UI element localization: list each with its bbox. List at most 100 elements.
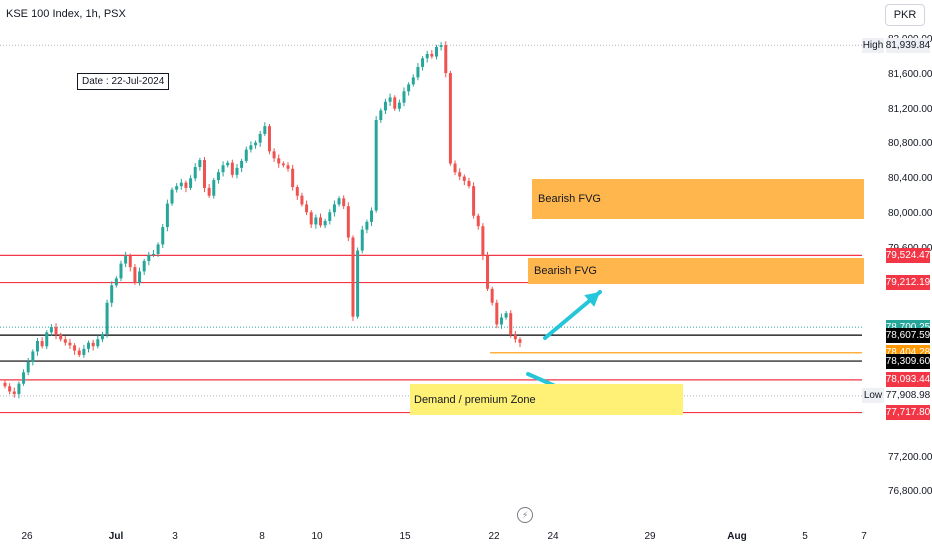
candle-body (346, 206, 350, 238)
candle-body (184, 182, 188, 188)
candle-body (467, 180, 471, 187)
price-tag: 79,524.47 (885, 247, 931, 263)
time-axis-tick: 3 (172, 531, 178, 542)
candle-body (49, 327, 53, 333)
candle-body (267, 126, 271, 152)
candle-body (22, 372, 26, 384)
candle-body (360, 229, 364, 251)
candle-body (379, 110, 383, 121)
arrow-head-icon (584, 292, 600, 307)
candle-body (342, 198, 346, 207)
candle-body (425, 53, 429, 59)
candle-body (91, 342, 95, 347)
candle-body (444, 45, 448, 74)
candle-body (356, 250, 360, 317)
candle-body (513, 334, 517, 340)
time-axis-tick: Jul (108, 531, 124, 542)
price-tag: 78,607.59 (885, 327, 931, 343)
date-annotation[interactable]: Date : 22-Jul-2024 (77, 73, 170, 90)
tradingview-logo-icon[interactable]: ⚡ (517, 507, 533, 523)
candle-body (235, 167, 239, 175)
candle-body (170, 189, 174, 204)
candle-body (87, 342, 91, 349)
candle-body (45, 332, 49, 347)
time-axis-tick: 7 (861, 531, 867, 542)
candle-body (216, 172, 220, 181)
candle-body (472, 186, 476, 216)
candle-body (82, 348, 86, 355)
candle-body (165, 203, 169, 228)
candle-body (8, 386, 12, 392)
candle-body (495, 302, 499, 325)
candle-body (486, 255, 490, 289)
candle-body (119, 263, 123, 279)
candle-body (68, 342, 72, 346)
candle-body (258, 133, 262, 143)
symbol-title[interactable]: KSE 100 Index, 1h, PSX (6, 8, 126, 20)
time-axis-tick: 15 (399, 531, 411, 542)
candle-body (365, 221, 369, 230)
candle-body (448, 73, 452, 164)
low-label: Low (862, 388, 884, 404)
candle-body (12, 391, 16, 395)
candle-body (226, 162, 230, 166)
candle-body (504, 313, 508, 318)
candle-body (207, 187, 211, 196)
time-axis-tick: 10 (311, 531, 323, 542)
price-tag: 78,309.60 (885, 353, 931, 369)
bearish-fvg-lower[interactable]: Bearish FVG (528, 258, 864, 284)
candle-body (490, 288, 494, 303)
candle-body (481, 226, 485, 256)
candle-body (393, 97, 397, 109)
candle-body (309, 212, 313, 225)
candle-body (54, 327, 58, 335)
candle-body (439, 45, 443, 47)
currency-button[interactable]: PKR (885, 4, 925, 26)
price-tag: 81,939.84 (885, 37, 931, 53)
candle-body (499, 317, 503, 325)
candle-body (263, 126, 267, 134)
candle-body (291, 168, 295, 188)
candle-body (374, 120, 378, 211)
candle-body (305, 204, 309, 213)
time-axis-tick: 26 (21, 531, 33, 542)
candle-body (421, 58, 425, 67)
candle-body (281, 163, 285, 166)
candle-body (411, 77, 415, 85)
candle-body (295, 187, 299, 196)
candle-body (383, 101, 387, 111)
candle-body (100, 334, 104, 340)
candle-body (328, 212, 332, 221)
candle-body (114, 278, 118, 286)
candle-body (175, 186, 179, 190)
candle-body (388, 97, 392, 102)
price-tag: 77,717.80 (885, 405, 931, 421)
candle-body (332, 204, 336, 213)
candle-body (59, 334, 63, 340)
candle-body (124, 255, 128, 264)
candle-body (161, 227, 165, 245)
high-label: High (862, 37, 884, 53)
candle-body (240, 160, 244, 168)
bearish-fvg-upper[interactable]: Bearish FVG (532, 179, 864, 219)
candle-body (3, 382, 7, 387)
candle-body (244, 149, 248, 161)
demand-premium-zone[interactable]: Demand / premium Zone (410, 384, 683, 415)
candle-body (300, 195, 304, 205)
candle-body (63, 339, 67, 343)
candle-body (105, 302, 109, 335)
time-axis-tick: Aug (727, 531, 747, 542)
time-axis-tick: 8 (259, 531, 265, 542)
candle-body (249, 145, 253, 150)
candle-body (110, 285, 114, 303)
candle-body (323, 220, 327, 226)
candle-body (156, 244, 160, 255)
candle-body (272, 151, 276, 159)
candle-body (26, 361, 30, 373)
candle-body (337, 198, 341, 205)
candle-body (430, 53, 434, 57)
candle-body (17, 383, 21, 395)
candle-body (370, 210, 374, 222)
candle-body (286, 165, 290, 169)
candle-body (230, 162, 234, 175)
